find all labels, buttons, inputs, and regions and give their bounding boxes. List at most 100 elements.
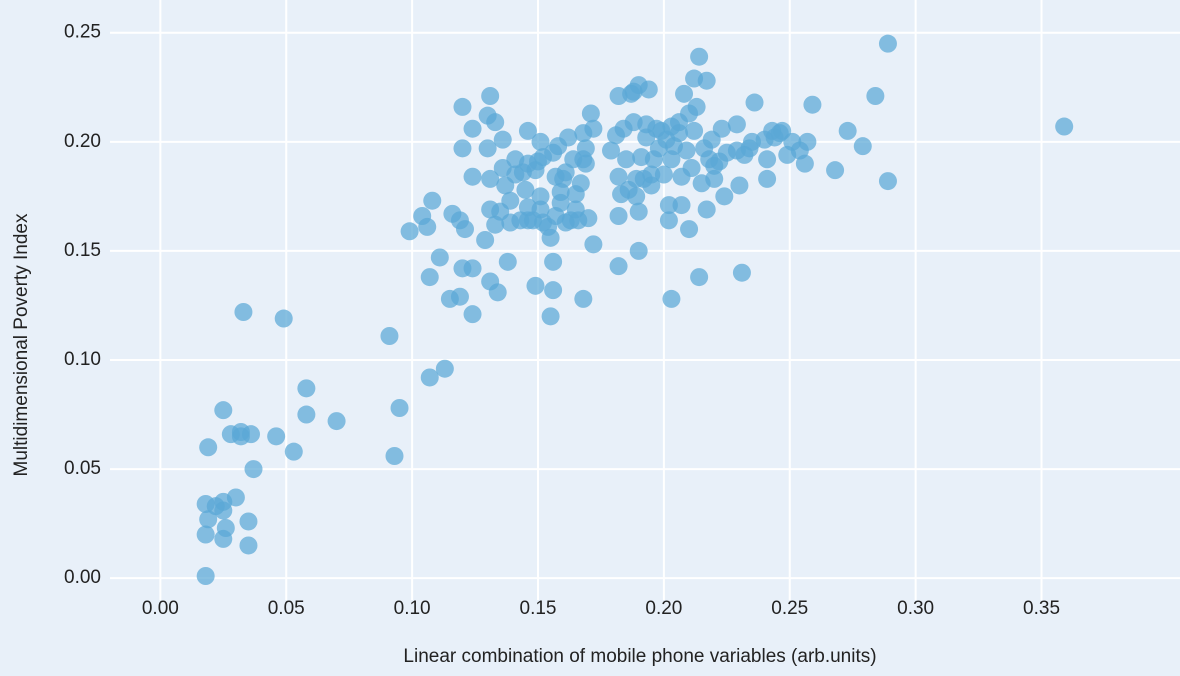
- point: [196, 567, 215, 585]
- point: [690, 47, 709, 66]
- point: [627, 187, 646, 206]
- point: [574, 289, 593, 308]
- point: [423, 191, 442, 210]
- point: [226, 488, 245, 507]
- point: [453, 139, 472, 158]
- point: [455, 220, 474, 239]
- point: [450, 287, 469, 306]
- point: [642, 176, 661, 195]
- point: [732, 263, 751, 282]
- point: [687, 97, 706, 116]
- point: [730, 176, 749, 195]
- point: [420, 368, 439, 387]
- point: [385, 447, 404, 465]
- point: [526, 276, 545, 295]
- point: [214, 401, 233, 420]
- point: [571, 174, 590, 193]
- point: [390, 399, 409, 417]
- point: [274, 309, 293, 328]
- point: [654, 165, 673, 184]
- point: [463, 119, 482, 138]
- point: [878, 172, 897, 191]
- point: [196, 525, 215, 544]
- point: [239, 536, 258, 555]
- point: [463, 167, 482, 186]
- point: [463, 305, 482, 324]
- x-tick-label: 0.10: [394, 598, 431, 619]
- x-tick-label: 0.35: [1023, 598, 1060, 619]
- y-tick-label: 0.05: [64, 458, 101, 479]
- point: [745, 93, 764, 112]
- y-tick-label: 0.10: [64, 349, 101, 370]
- point: [481, 169, 500, 188]
- point: [216, 519, 235, 537]
- point: [297, 379, 316, 398]
- point: [584, 119, 603, 138]
- point: [705, 169, 724, 188]
- point: [662, 289, 681, 308]
- point: [531, 132, 550, 151]
- point: [685, 121, 704, 140]
- x-axis-label: Linear combination of mobile phone varia…: [403, 646, 876, 667]
- point: [798, 132, 817, 151]
- point: [488, 283, 507, 302]
- point: [234, 303, 253, 321]
- point: [531, 187, 550, 206]
- point: [866, 87, 885, 105]
- point: [803, 95, 822, 114]
- point: [544, 281, 563, 300]
- point: [1055, 117, 1074, 136]
- point: [476, 231, 495, 249]
- point: [795, 154, 814, 173]
- point: [244, 460, 263, 479]
- point: [758, 169, 777, 188]
- point: [478, 139, 497, 158]
- point: [609, 207, 628, 225]
- point: [629, 241, 648, 260]
- point: [420, 268, 439, 287]
- point: [518, 121, 537, 140]
- point: [677, 141, 696, 160]
- point: [486, 113, 505, 132]
- point: [239, 512, 258, 531]
- point: [576, 154, 595, 173]
- point: [559, 128, 578, 147]
- point: [682, 159, 701, 177]
- point: [453, 97, 472, 116]
- y-tick-label: 0.00: [64, 567, 101, 588]
- x-tick-label: 0.20: [645, 598, 682, 619]
- point: [199, 510, 218, 529]
- point: [463, 259, 482, 278]
- point: [435, 359, 454, 378]
- point: [544, 252, 563, 271]
- point: [556, 163, 575, 182]
- point: [584, 235, 603, 254]
- point: [430, 248, 449, 267]
- point: [629, 202, 648, 221]
- point: [758, 150, 777, 169]
- point: [501, 191, 520, 210]
- point: [241, 425, 260, 444]
- point: [541, 228, 560, 247]
- x-tick-label: 0.00: [142, 598, 179, 619]
- point: [576, 139, 595, 158]
- point: [838, 121, 857, 140]
- point: [826, 161, 845, 180]
- y-tick-label: 0.20: [64, 131, 101, 152]
- point: [214, 501, 233, 520]
- point: [672, 196, 691, 215]
- point: [659, 196, 678, 215]
- x-tick-label: 0.30: [897, 598, 934, 619]
- y-tick-label: 0.25: [64, 22, 101, 43]
- y-axis-label: Multidimensional Poverty Index: [11, 213, 32, 476]
- point: [327, 412, 346, 431]
- x-tick-label: 0.25: [771, 598, 808, 619]
- point: [581, 104, 600, 123]
- x-tick-label: 0.05: [268, 598, 305, 619]
- point: [697, 200, 716, 219]
- point: [602, 141, 621, 160]
- point: [712, 119, 731, 138]
- point: [878, 34, 897, 53]
- point: [675, 84, 694, 103]
